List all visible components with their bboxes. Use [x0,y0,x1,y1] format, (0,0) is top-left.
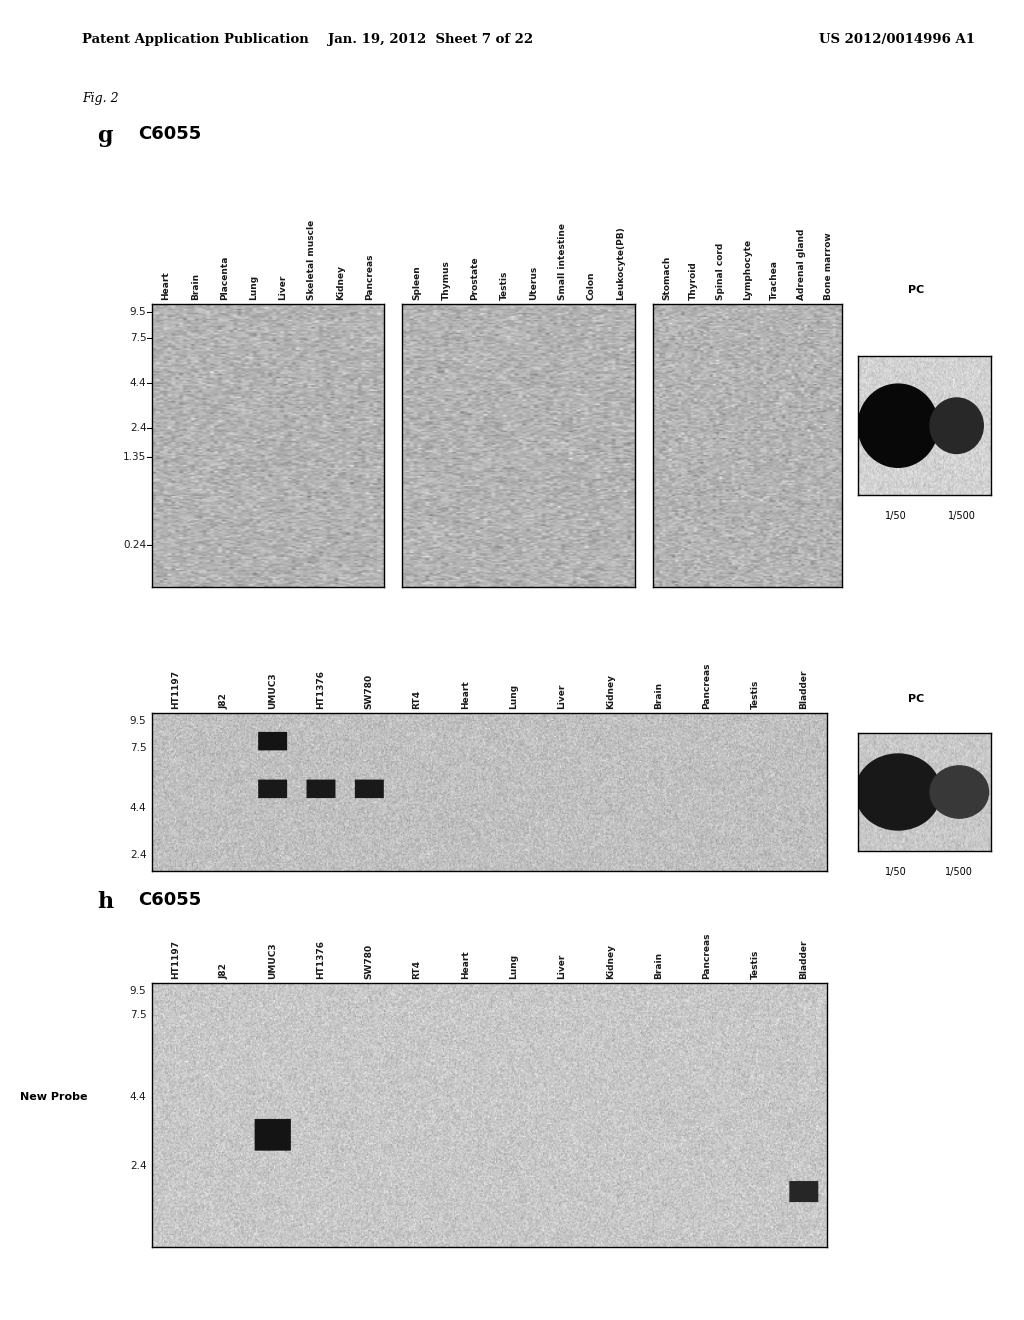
Text: HT1376: HT1376 [316,940,325,979]
Text: Adrenal gland: Adrenal gland [797,228,806,300]
Text: Pancreas: Pancreas [702,663,712,709]
Text: Patent Application Publication: Patent Application Publication [82,33,308,46]
Circle shape [930,399,983,454]
Text: Heart: Heart [461,950,470,979]
Text: 9.5: 9.5 [130,308,146,317]
Text: Uterus: Uterus [528,265,538,300]
Text: 0.24: 0.24 [123,540,146,550]
Text: 2.4: 2.4 [130,424,146,433]
Text: 1.35: 1.35 [123,451,146,462]
Text: Heart: Heart [162,271,171,300]
Text: SW780: SW780 [365,673,374,709]
Text: Liver: Liver [557,684,566,709]
Text: HT1197: HT1197 [171,669,180,709]
Text: Colon: Colon [587,271,596,300]
Text: Testis: Testis [751,950,760,979]
Text: Leukocyte(PB): Leukocyte(PB) [615,226,625,300]
Text: Brain: Brain [654,681,663,709]
Text: Thyroid: Thyroid [689,261,698,300]
Text: Placenta: Placenta [220,255,228,300]
Text: 1/50: 1/50 [885,511,906,521]
Text: Skeletal muscle: Skeletal muscle [307,219,315,300]
Circle shape [858,384,938,467]
Text: Jan. 19, 2012  Sheet 7 of 22: Jan. 19, 2012 Sheet 7 of 22 [328,33,532,46]
Text: HT1376: HT1376 [316,669,325,709]
Text: Bone marrow: Bone marrow [823,232,833,300]
Text: UMUC3: UMUC3 [267,672,276,709]
Text: UMUC3: UMUC3 [267,942,276,979]
Circle shape [930,766,988,818]
Text: US 2012/0014996 A1: US 2012/0014996 A1 [819,33,975,46]
Text: Heart: Heart [461,680,470,709]
Text: Pancreas: Pancreas [702,933,712,979]
Text: Liver: Liver [278,275,287,300]
Text: 1/500: 1/500 [948,511,976,521]
Text: Kidney: Kidney [605,944,614,979]
Text: Fig. 2: Fig. 2 [82,92,119,106]
Text: Brain: Brain [654,952,663,979]
Text: Lung: Lung [509,684,518,709]
Text: 9.5: 9.5 [130,986,146,997]
Text: h: h [97,891,114,913]
Text: PC: PC [908,285,925,296]
Text: RT4: RT4 [413,690,422,709]
Text: 7.5: 7.5 [130,743,146,752]
Text: Brain: Brain [190,272,200,300]
Text: Trachea: Trachea [770,260,779,300]
Text: 7.5: 7.5 [130,333,146,343]
Text: Stomach: Stomach [663,255,672,300]
Text: Prostate: Prostate [471,256,479,300]
Text: g: g [97,125,113,148]
Text: SW780: SW780 [365,944,374,979]
Text: Small intestine: Small intestine [558,223,566,300]
Text: C6055: C6055 [138,891,202,909]
Text: PC: PC [908,694,925,705]
Text: Thymus: Thymus [441,260,451,300]
Text: 7.5: 7.5 [130,1010,146,1020]
Text: 1/50: 1/50 [885,867,906,878]
Text: 9.5: 9.5 [130,715,146,726]
Text: 4.4: 4.4 [130,803,146,813]
Text: Lymphocyte: Lymphocyte [743,239,752,300]
Text: 4.4: 4.4 [130,1092,146,1102]
Text: HT1197: HT1197 [171,940,180,979]
Text: Testis: Testis [500,271,509,300]
Text: Spinal cord: Spinal cord [716,243,725,300]
Text: 2.4: 2.4 [130,850,146,861]
Text: J82: J82 [219,693,228,709]
Text: Kidney: Kidney [336,264,345,300]
Text: Lung: Lung [509,954,518,979]
Text: Pancreas: Pancreas [365,253,374,300]
Text: Testis: Testis [751,680,760,709]
Text: C6055: C6055 [138,125,202,144]
Text: 2.4: 2.4 [130,1160,146,1171]
Text: Kidney: Kidney [605,673,614,709]
Circle shape [855,754,941,830]
Text: RT4: RT4 [413,961,422,979]
Text: 1/500: 1/500 [945,867,973,878]
Text: 4.4: 4.4 [130,378,146,388]
Text: J82: J82 [219,964,228,979]
Text: Bladder: Bladder [799,940,808,979]
Text: New Probe: New Probe [20,1092,88,1102]
Text: Liver: Liver [557,954,566,979]
Text: Spleen: Spleen [413,265,422,300]
Text: Bladder: Bladder [799,669,808,709]
Text: Lung: Lung [249,275,258,300]
